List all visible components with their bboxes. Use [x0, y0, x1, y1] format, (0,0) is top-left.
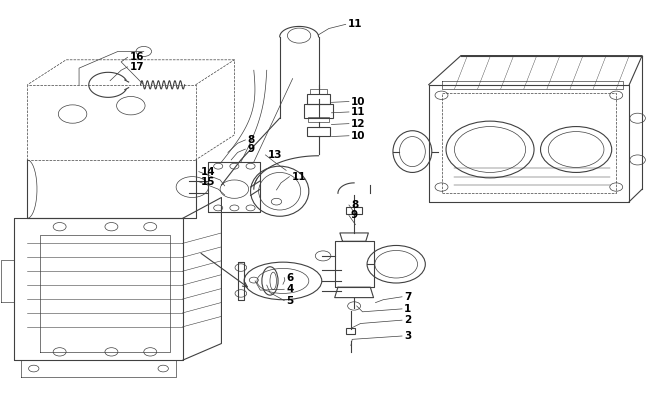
Text: 13: 13 — [268, 150, 283, 160]
Bar — [307, 94, 330, 104]
Text: 15: 15 — [201, 177, 215, 186]
Text: 9: 9 — [248, 144, 254, 154]
Bar — [307, 127, 330, 136]
Text: 11: 11 — [348, 19, 362, 29]
Text: 17: 17 — [129, 62, 144, 72]
Text: 14: 14 — [201, 167, 215, 177]
Text: 10: 10 — [351, 131, 365, 141]
Text: 3: 3 — [404, 331, 411, 341]
Bar — [304, 104, 333, 118]
Text: 1: 1 — [404, 304, 411, 314]
Bar — [308, 117, 329, 122]
Bar — [346, 207, 362, 214]
Text: 9: 9 — [351, 210, 358, 220]
Text: 12: 12 — [351, 118, 365, 129]
Text: 8: 8 — [351, 200, 358, 210]
Bar — [346, 328, 356, 334]
Text: 11: 11 — [351, 107, 365, 117]
Bar — [310, 89, 327, 94]
Text: 8: 8 — [248, 135, 255, 145]
Text: 10: 10 — [351, 97, 365, 107]
Text: 11: 11 — [291, 172, 306, 181]
Text: 5: 5 — [286, 296, 293, 305]
Text: 7: 7 — [404, 292, 411, 302]
Text: 16: 16 — [129, 52, 144, 62]
Text: 6: 6 — [286, 273, 293, 283]
Text: 2: 2 — [404, 315, 411, 325]
Text: 4: 4 — [286, 284, 294, 294]
